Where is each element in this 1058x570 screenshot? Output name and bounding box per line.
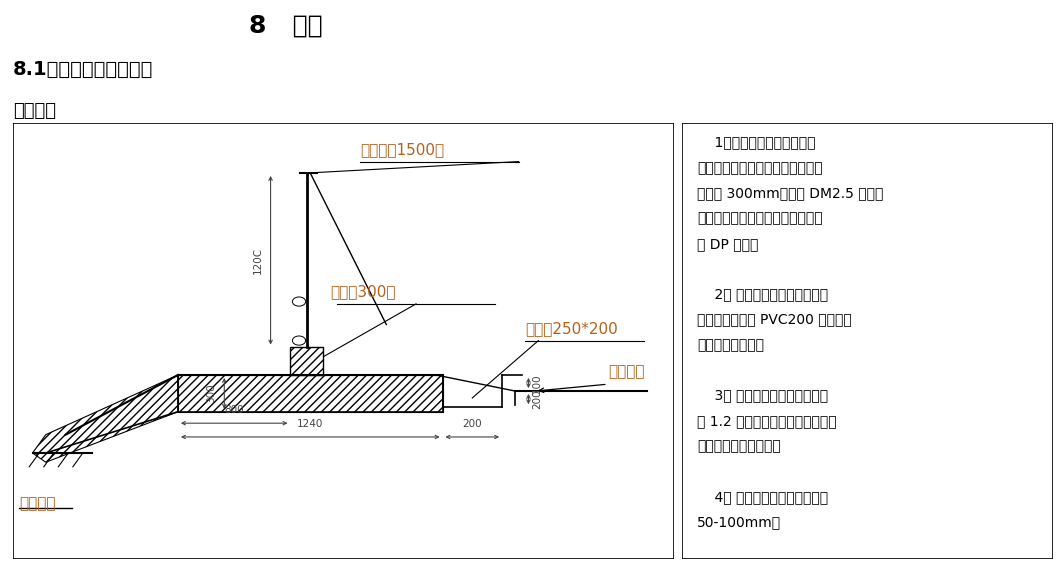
Text: 场内地坪: 场内地坪 (607, 365, 644, 380)
Text: 等，沟上盖篦子。: 等，沟上盖篦子。 (697, 338, 764, 352)
Text: 300: 300 (206, 384, 216, 403)
Text: 8   基坑: 8 基坑 (249, 14, 323, 38)
Text: 规范做法: 规范做法 (13, 102, 56, 120)
Text: 抹 DP 砂浆。: 抹 DP 砂浆。 (697, 237, 759, 251)
Text: 120C: 120C (253, 247, 262, 274)
Text: 3、 防护栏杆自挡墙向上不低: 3、 防护栏杆自挡墙向上不低 (697, 389, 828, 402)
Circle shape (292, 297, 306, 306)
Text: 1、基坑护坡按设计方案施: 1、基坑护坡按设计方案施 (697, 136, 816, 150)
Text: 网或硬质宣传围挡等。: 网或硬质宣传围挡等。 (697, 439, 781, 453)
Text: 800: 800 (224, 405, 244, 415)
Text: 浆砌筑混凝土小型砌块材料，表面: 浆砌筑混凝土小型砌块材料，表面 (697, 211, 823, 226)
Text: 水墙高 300mm，采用 DM2.5 水泥砂: 水墙高 300mm，采用 DM2.5 水泥砂 (697, 186, 883, 200)
Text: 50-100mm。: 50-100mm。 (697, 515, 782, 529)
Text: 基坑边坡: 基坑边坡 (19, 496, 56, 511)
Text: 2、 排水沟应有防渗功能，利: 2、 排水沟应有防渗功能，利 (697, 287, 828, 302)
Text: 200: 200 (532, 389, 542, 409)
Text: 1240: 1240 (297, 419, 324, 429)
Text: 100: 100 (532, 373, 542, 393)
Text: 排水沟250*200: 排水沟250*200 (525, 321, 618, 336)
Text: 工。应用混凝土进行硬化处理，挡: 工。应用混凝土进行硬化处理，挡 (697, 161, 823, 175)
Text: 用混凝土结构或 PVC200 成品管材: 用混凝土结构或 PVC200 成品管材 (697, 313, 852, 327)
Text: 防护栏杆1500高: 防护栏杆1500高 (360, 142, 444, 157)
Text: 于 1.2 米，设三道水平杆，挂安全: 于 1.2 米，设三道水平杆，挂安全 (697, 414, 837, 428)
Text: 4、 护坡平面应高于自然地坪: 4、 护坡平面应高于自然地坪 (697, 490, 828, 504)
Text: 挡水墙300高: 挡水墙300高 (330, 284, 396, 299)
Text: 8.1坑外挡水台、排水沟: 8.1坑外挡水台、排水沟 (13, 59, 153, 79)
Text: 200: 200 (462, 419, 482, 429)
Circle shape (292, 336, 306, 345)
